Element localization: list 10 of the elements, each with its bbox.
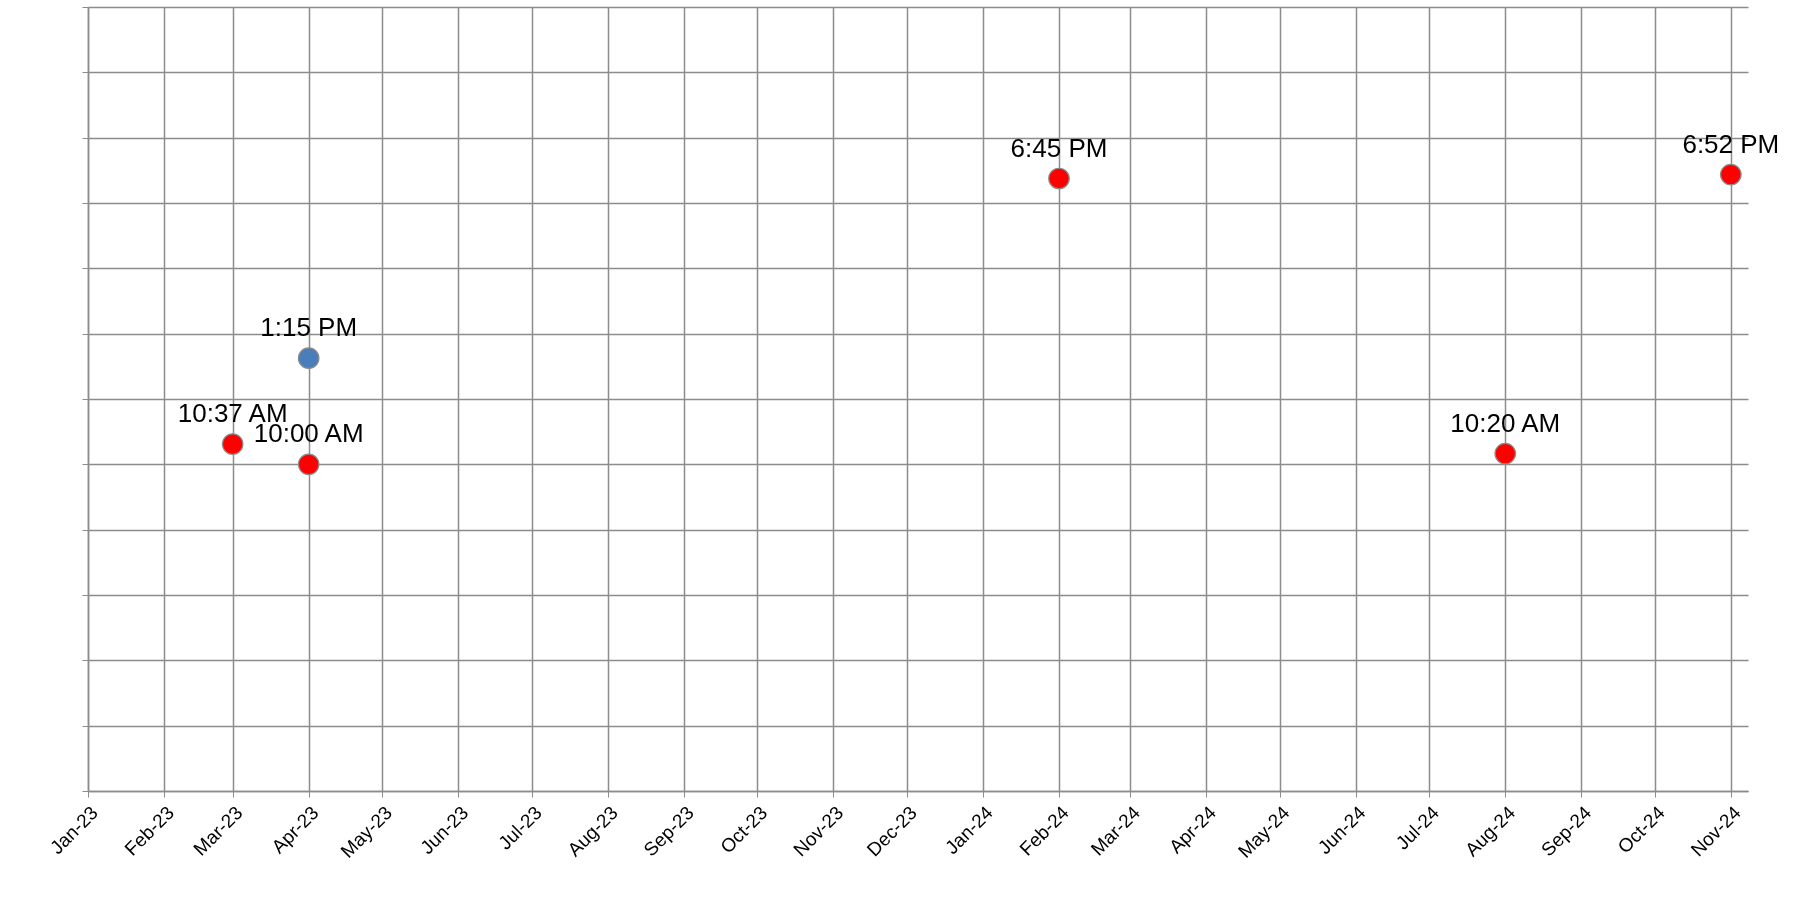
point xyxy=(297,453,320,476)
point xyxy=(1048,167,1070,190)
data-label: 10:20 AM xyxy=(1450,407,1561,438)
point xyxy=(1494,442,1517,465)
point xyxy=(1719,163,1742,186)
data-label: 1:15 PM xyxy=(260,312,358,343)
point xyxy=(221,433,244,455)
point xyxy=(297,347,320,369)
data-label: 6:52 PM xyxy=(1682,128,1780,159)
data-label: 6:45 PM xyxy=(1010,132,1108,163)
